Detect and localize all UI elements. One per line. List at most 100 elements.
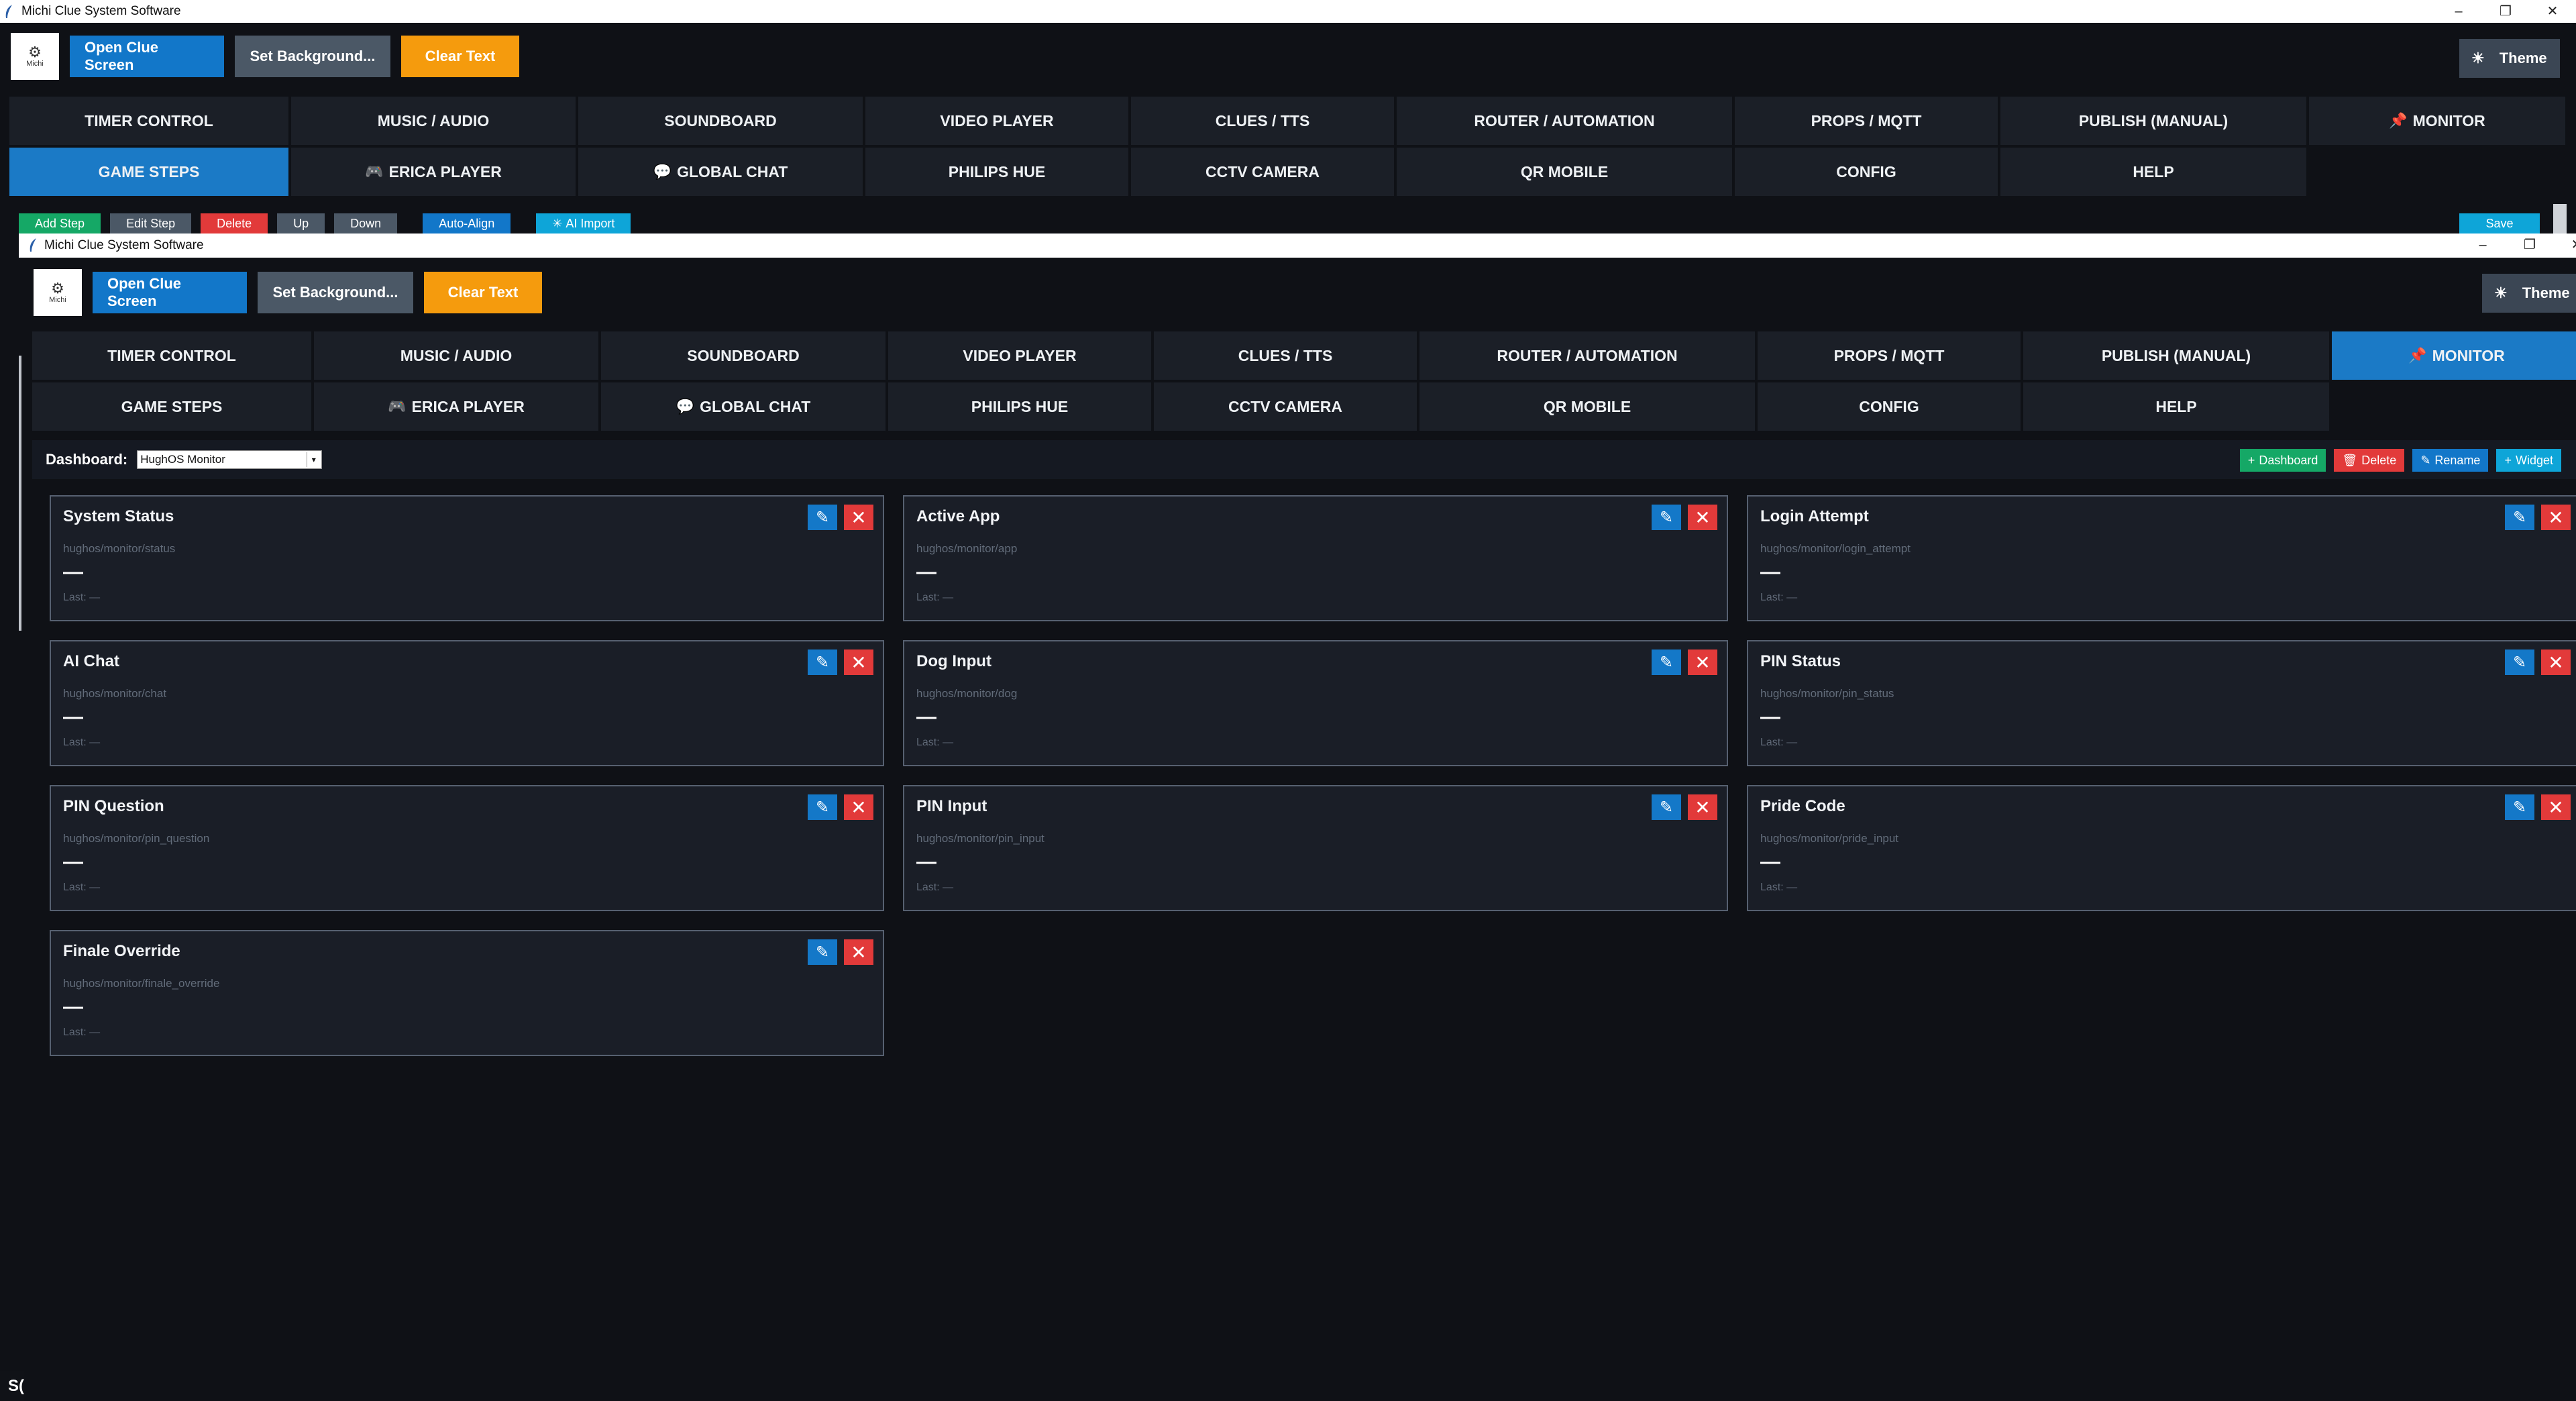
- widget-title: Pride Code: [1760, 797, 1845, 815]
- delete-widget-button[interactable]: ✕: [844, 794, 873, 820]
- tab-monitor[interactable]: 📌 MONITOR: [2309, 97, 2565, 145]
- close-icon: ✕: [2548, 796, 2564, 818]
- tab-help[interactable]: HELP: [2000, 148, 2306, 196]
- edit-widget-button[interactable]: ✎: [1652, 794, 1681, 820]
- tab-music-audio[interactable]: MUSIC / AUDIO: [291, 97, 576, 145]
- delete-widget-button[interactable]: ✕: [844, 650, 873, 675]
- widget-last: Last: —: [63, 882, 101, 893]
- close-icon: ✕: [851, 941, 867, 963]
- tab-router-automation[interactable]: ROUTER / AUTOMATION: [1419, 331, 1755, 380]
- widget-value: —: [916, 561, 936, 583]
- tab-timer-control[interactable]: TIMER CONTROL: [9, 97, 288, 145]
- dashboard-select[interactable]: HughOS Monitor ▾: [137, 450, 323, 469]
- add-dashboard-button[interactable]: + Dashboard: [2239, 449, 2326, 472]
- tab-philips-hue[interactable]: PHILIPS HUE: [888, 382, 1151, 431]
- minimize-button[interactable]: –: [2479, 238, 2487, 252]
- delete-dashboard-button[interactable]: 🗑 Delete: [2334, 449, 2405, 472]
- pencil-icon: ✎: [2512, 508, 2527, 527]
- open-clue-screen-button[interactable]: Open Clue Screen: [70, 36, 224, 77]
- tab-soundboard[interactable]: SOUNDBOARD: [578, 97, 863, 145]
- gamepad-icon: 🎮: [365, 163, 384, 180]
- set-background-button[interactable]: Set Background...: [258, 272, 413, 313]
- close-button[interactable]: ✕: [2553, 234, 2576, 256]
- tab-video-player[interactable]: VIDEO PLAYER: [865, 97, 1128, 145]
- edit-widget-button[interactable]: ✎: [808, 794, 837, 820]
- tab-router-automation[interactable]: ROUTER / AUTOMATION: [1397, 97, 1732, 145]
- tab-props-mqtt[interactable]: PROPS / MQTT: [1758, 331, 2021, 380]
- tab-qr-mobile[interactable]: QR MOBILE: [1419, 382, 1755, 431]
- close-icon: ✕: [851, 652, 867, 673]
- set-background-button[interactable]: Set Background...: [235, 36, 390, 77]
- tab-publish-manual[interactable]: PUBLISH (MANUAL): [2000, 97, 2306, 145]
- rename-dashboard-button[interactable]: ✎ Rename: [2412, 449, 2489, 472]
- delete-widget-button[interactable]: ✕: [844, 505, 873, 530]
- delete-widget-button[interactable]: ✕: [2541, 650, 2571, 675]
- theme-button[interactable]: ☀ Theme: [2459, 39, 2560, 78]
- logo: ⚙ Michi: [34, 269, 82, 316]
- tab-game-steps[interactable]: GAME STEPS: [32, 382, 311, 431]
- edit-widget-button[interactable]: ✎: [2505, 505, 2534, 530]
- clear-text-button[interactable]: Clear Text: [424, 272, 542, 313]
- tab-erica-player[interactable]: 🎮 ERICA PLAYER: [291, 148, 576, 196]
- clear-text-button[interactable]: Clear Text: [401, 36, 519, 77]
- tab-config[interactable]: CONFIG: [1735, 148, 1998, 196]
- tab-global-chat[interactable]: 💬 GLOBAL CHAT: [601, 382, 885, 431]
- add-step-button[interactable]: Add Step: [19, 213, 101, 234]
- tab-philips-hue[interactable]: PHILIPS HUE: [865, 148, 1128, 196]
- delete-widget-button[interactable]: ✕: [1688, 505, 1717, 530]
- delete-widget-button[interactable]: ✕: [1688, 650, 1717, 675]
- widget-value: —: [1760, 706, 1780, 728]
- maximize-button[interactable]: ❐: [2500, 4, 2512, 19]
- tab-clues-tts[interactable]: CLUES / TTS: [1131, 97, 1394, 145]
- minimize-button[interactable]: –: [2455, 4, 2463, 19]
- widget-card: AI Chat hughos/monitor/chat — Last: — ✎ ✕: [50, 640, 884, 766]
- tab-publish-manual[interactable]: PUBLISH (MANUAL): [2023, 331, 2329, 380]
- edit-widget-button[interactable]: ✎: [2505, 794, 2534, 820]
- widget-last: Last: —: [1760, 882, 1798, 893]
- edit-widget-button[interactable]: ✎: [808, 939, 837, 965]
- tab-soundboard[interactable]: SOUNDBOARD: [601, 331, 885, 380]
- delete-step-button[interactable]: Delete: [201, 213, 268, 234]
- close-icon: ✕: [851, 796, 867, 818]
- save-button[interactable]: Save: [2459, 213, 2540, 234]
- scrollbar-thumb[interactable]: [2553, 204, 2567, 236]
- auto-align-button[interactable]: Auto-Align: [423, 213, 511, 234]
- tab-timer-control[interactable]: TIMER CONTROL: [32, 331, 311, 380]
- tab-cctv-camera[interactable]: CCTV CAMERA: [1131, 148, 1394, 196]
- open-clue-screen-button[interactable]: Open Clue Screen: [93, 272, 247, 313]
- tab-game-steps[interactable]: GAME STEPS: [9, 148, 288, 196]
- tab-global-chat[interactable]: 💬 GLOBAL CHAT: [578, 148, 863, 196]
- pencil-icon: ✎: [815, 798, 830, 817]
- tab-music-audio[interactable]: MUSIC / AUDIO: [314, 331, 598, 380]
- tab-cctv-camera[interactable]: CCTV CAMERA: [1154, 382, 1417, 431]
- tab-qr-mobile[interactable]: QR MOBILE: [1397, 148, 1732, 196]
- tab-props-mqtt[interactable]: PROPS / MQTT: [1735, 97, 1998, 145]
- edit-widget-button[interactable]: ✎: [2505, 650, 2534, 675]
- ai-import-button[interactable]: ✳ AI Import: [536, 213, 631, 234]
- tab-erica-player[interactable]: 🎮 ERICA PLAYER: [314, 382, 598, 431]
- move-up-button[interactable]: Up: [277, 213, 325, 234]
- sun-icon: ☀: [2494, 284, 2508, 301]
- theme-button[interactable]: ☀ Theme: [2482, 274, 2576, 313]
- close-button[interactable]: ✕: [2546, 4, 2559, 19]
- widget-card: Login Attempt hughos/monitor/login_attem…: [1747, 495, 2576, 621]
- move-down-button[interactable]: Down: [334, 213, 398, 234]
- widget-title: System Status: [63, 507, 174, 525]
- edit-widget-button[interactable]: ✎: [808, 505, 837, 530]
- edit-widget-button[interactable]: ✎: [1652, 505, 1681, 530]
- tab-clues-tts[interactable]: CLUES / TTS: [1154, 331, 1417, 380]
- delete-widget-button[interactable]: ✕: [844, 939, 873, 965]
- edit-step-button[interactable]: Edit Step: [110, 213, 192, 234]
- delete-widget-button[interactable]: ✕: [2541, 794, 2571, 820]
- tab-video-player[interactable]: VIDEO PLAYER: [888, 331, 1151, 380]
- add-widget-button[interactable]: + Widget: [2496, 449, 2561, 472]
- delete-widget-button[interactable]: ✕: [1688, 794, 1717, 820]
- edit-widget-button[interactable]: ✎: [1652, 650, 1681, 675]
- delete-widget-button[interactable]: ✕: [2541, 505, 2571, 530]
- edit-widget-button[interactable]: ✎: [808, 650, 837, 675]
- maximize-button[interactable]: ❐: [2524, 238, 2536, 252]
- tab-help[interactable]: HELP: [2023, 382, 2329, 431]
- scrollbar[interactable]: [19, 356, 21, 631]
- tab-monitor[interactable]: 📌 MONITOR: [2332, 331, 2576, 380]
- tab-config[interactable]: CONFIG: [1758, 382, 2021, 431]
